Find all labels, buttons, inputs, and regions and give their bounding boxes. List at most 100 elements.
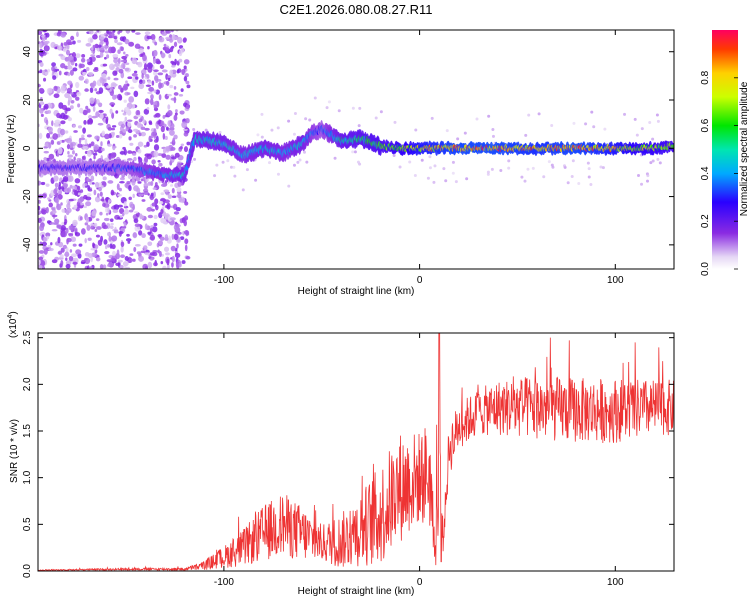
- heatmap-noise-cell: [73, 130, 78, 133]
- heatmap-noise-cell: [655, 113, 659, 117]
- heatmap-noise-cell: [140, 126, 146, 130]
- heatmap-noise-cell: [51, 259, 58, 264]
- heatmap-noise-cell: [113, 77, 119, 81]
- heatmap-noise-cell: [523, 179, 527, 183]
- heatmap-noise-cell: [105, 212, 109, 216]
- heatmap-noise-cell: [133, 90, 139, 98]
- heatmap-noise-cell: [75, 96, 80, 101]
- heatmap-noise-cell: [586, 161, 590, 165]
- heatmap-noise-cell: [104, 56, 107, 60]
- heatmap-noise-cell: [157, 233, 163, 238]
- heatmap-noise-cell: [213, 174, 217, 178]
- heatmap-noise-cell: [637, 173, 641, 177]
- heatmap-noise-cell: [129, 201, 134, 208]
- heatmap-noise-cell: [165, 192, 170, 196]
- heatmap-noise-cell: [94, 249, 98, 254]
- heatmap-noise-cell: [45, 232, 51, 238]
- heatmap-noise-cell: [82, 127, 86, 134]
- heatmap-noise-cell: [173, 233, 179, 241]
- heatmap-noise-cell: [160, 217, 166, 224]
- heatmap-noise-cell: [177, 180, 182, 188]
- heatmap-noise-cell: [122, 112, 127, 116]
- heatmap-noise-cell: [67, 72, 71, 77]
- heatmap-noise-cell: [39, 107, 44, 114]
- heatmap-noise-cell: [95, 218, 100, 221]
- heatmap-noise-cell: [153, 150, 159, 158]
- heatmap-noise-cell: [84, 88, 89, 92]
- heatmap-noise-cell: [649, 161, 653, 165]
- heatmap-noise-cell: [62, 244, 67, 249]
- heatmap-noise-cell: [146, 141, 150, 147]
- heatmap-noise-cell: [109, 218, 114, 223]
- heatmap-noise-cell: [276, 172, 280, 176]
- heatmap-noise-cell: [178, 262, 182, 268]
- heatmap-noise-cell: [183, 219, 187, 227]
- heatmap-noise-cell: [100, 141, 103, 147]
- heatmap-noise-cell: [153, 138, 159, 143]
- heatmap-noise-cell: [120, 59, 127, 63]
- heatmap-noise-cell: [45, 119, 49, 126]
- heatmap-noise-cell: [46, 157, 50, 162]
- spectrogram-x-tick-label: 100: [607, 275, 624, 286]
- heatmap-noise-cell: [442, 167, 446, 171]
- heatmap-noise-cell: [153, 214, 158, 220]
- heatmap-noise-cell: [138, 48, 144, 54]
- heatmap-noise-cell: [125, 53, 129, 57]
- heatmap-noise-cell: [124, 209, 129, 215]
- heatmap-noise-cell: [104, 244, 108, 250]
- heatmap-noise-cell: [91, 86, 95, 89]
- heatmap-noise-cell: [308, 118, 312, 122]
- heatmap-noise-cell: [150, 33, 156, 41]
- heatmap-noise-cell: [119, 208, 125, 215]
- heatmap-noise-cell: [135, 32, 141, 35]
- heatmap-noise-cell: [167, 120, 171, 127]
- colorbar-tick-label: 0.4: [700, 166, 711, 180]
- heatmap-noise-cell: [72, 67, 78, 72]
- heatmap-noise-cell: [507, 159, 511, 163]
- heatmap-noise-cell: [111, 131, 116, 136]
- spectrogram-x-ticks: -100 0 100: [214, 30, 624, 286]
- heatmap-noise-cell: [158, 162, 163, 167]
- heatmap-noise-cell: [77, 192, 82, 196]
- snr-y-ticks: 0.0 0.5 1.0 1.5 2.0 2.5: [22, 330, 674, 578]
- heatmap-noise-cell: [160, 125, 165, 133]
- heatmap-noise-cell: [118, 230, 122, 237]
- heatmap-noise-cell: [151, 202, 157, 207]
- heatmap-noise-cell: [160, 209, 164, 214]
- heatmap-noise-cell: [152, 58, 156, 65]
- heatmap-noise-cell: [39, 224, 45, 232]
- heatmap-noise-cell: [87, 237, 92, 241]
- heatmap-noise-cell: [73, 204, 78, 210]
- heatmap-noise-cell: [97, 44, 102, 48]
- heatmap-noise-cell: [590, 110, 594, 114]
- heatmap-noise-cell: [77, 185, 81, 191]
- heatmap-noise-cell: [143, 245, 148, 250]
- heatmap-noise-cell: [392, 154, 396, 158]
- heatmap-noise-cell: [149, 227, 153, 234]
- heatmap-noise-cell: [292, 163, 296, 167]
- heatmap-noise-cell: [107, 127, 112, 131]
- heatmap-noise-cell: [174, 252, 181, 258]
- heatmap-noise-cell: [131, 57, 138, 65]
- heatmap-noise-cell: [42, 236, 47, 243]
- heatmap-noise-cell: [82, 145, 89, 150]
- colorbar: 0.0 0.2 0.4 0.6 0.8 Normalized spectral ampl…: [700, 30, 750, 276]
- heatmap-noise-cell: [60, 120, 66, 125]
- heatmap-noise-cell: [60, 32, 67, 38]
- heatmap-noise-cell: [106, 85, 111, 89]
- heatmap-noise-cell: [287, 119, 291, 123]
- heatmap-noise-cell: [169, 184, 174, 187]
- heatmap-noise-cell: [587, 175, 591, 179]
- heatmap-noise-cell: [114, 39, 118, 44]
- heatmap-noise-cell: [520, 175, 524, 179]
- heatmap-noise-cell: [60, 259, 64, 267]
- heatmap-noise-cell: [99, 211, 103, 216]
- heatmap-noise-cell: [603, 127, 607, 131]
- heatmap-noise-cell: [180, 143, 185, 147]
- heatmap-noise-cell: [144, 156, 149, 163]
- heatmap-noise-cell: [127, 119, 133, 123]
- heatmap-noise-cell: [137, 61, 143, 68]
- heatmap-noise-cell: [173, 41, 178, 47]
- heatmap-noise-cell: [134, 244, 141, 247]
- heatmap-noise-cell: [245, 168, 249, 172]
